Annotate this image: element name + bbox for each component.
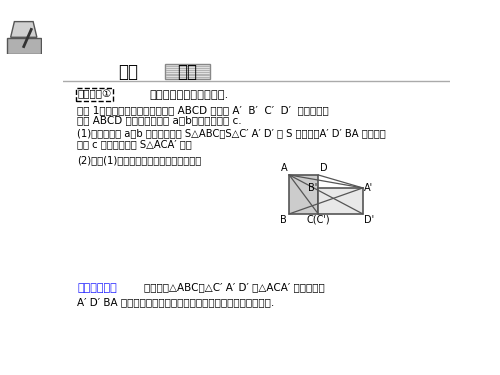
Text: 导学: 导学 (178, 63, 198, 81)
Text: 会用拼图法验证勾股定理.: 会用拼图法验证勾股定理. (150, 90, 229, 100)
Text: 名师: 名师 (118, 63, 139, 81)
Text: (2)利用(1)的结论，你能验证勾股定理吗？: (2)利用(1)的结论，你能验证勾股定理吗？ (77, 156, 202, 165)
Polygon shape (289, 175, 318, 214)
Polygon shape (7, 38, 40, 54)
Text: 只含 c 的代数式表示 S△ACA′ 吗？: 只含 c 的代数式表示 S△ACA′ 吗？ (77, 140, 192, 150)
Polygon shape (318, 188, 363, 214)
Text: A': A' (364, 183, 373, 193)
Text: B': B' (308, 183, 317, 193)
Text: 【例 1】如图，将竖直放置的砖块 ABCD 推倒到 A′  B′  C′  D′  的位置，长: 【例 1】如图，将竖直放置的砖块 ABCD 推倒到 A′ B′ C′ D′ 的位… (77, 105, 329, 115)
Text: D: D (320, 164, 327, 173)
Text: C(C'): C(C') (306, 215, 330, 225)
Text: (1)你能用只含 a、b 的代数式表示 S△ABC、S△C′ A′ D′ 和 S 直角梯形A′ D′ BA 吗？能用: (1)你能用只含 a、b 的代数式表示 S△ABC、S△C′ A′ D′ 和 S… (77, 129, 386, 139)
Text: 【思路分析】: 【思路分析】 (77, 282, 117, 292)
FancyBboxPatch shape (165, 64, 210, 80)
Text: D': D' (364, 215, 374, 225)
Text: 方形 ABCD 的长和宽分别为 a、b，对角线长为 c.: 方形 ABCD 的长和宽分别为 a、b，对角线长为 c. (77, 116, 242, 126)
Text: 分别求出△ABC、△C′ A′ D′ 、△ACA′ 和直角梯形: 分别求出△ABC、△C′ A′ D′ 、△ACA′ 和直角梯形 (144, 282, 324, 292)
Text: 目标达成①: 目标达成① (77, 90, 112, 100)
Text: B: B (280, 215, 287, 225)
Text: A: A (280, 164, 287, 173)
Text: A′ D′ BA 的面积，可根据这四个图形的面积间关系推出勾股定理.: A′ D′ BA 的面积，可根据这四个图形的面积间关系推出勾股定理. (77, 297, 274, 307)
Polygon shape (10, 22, 37, 37)
